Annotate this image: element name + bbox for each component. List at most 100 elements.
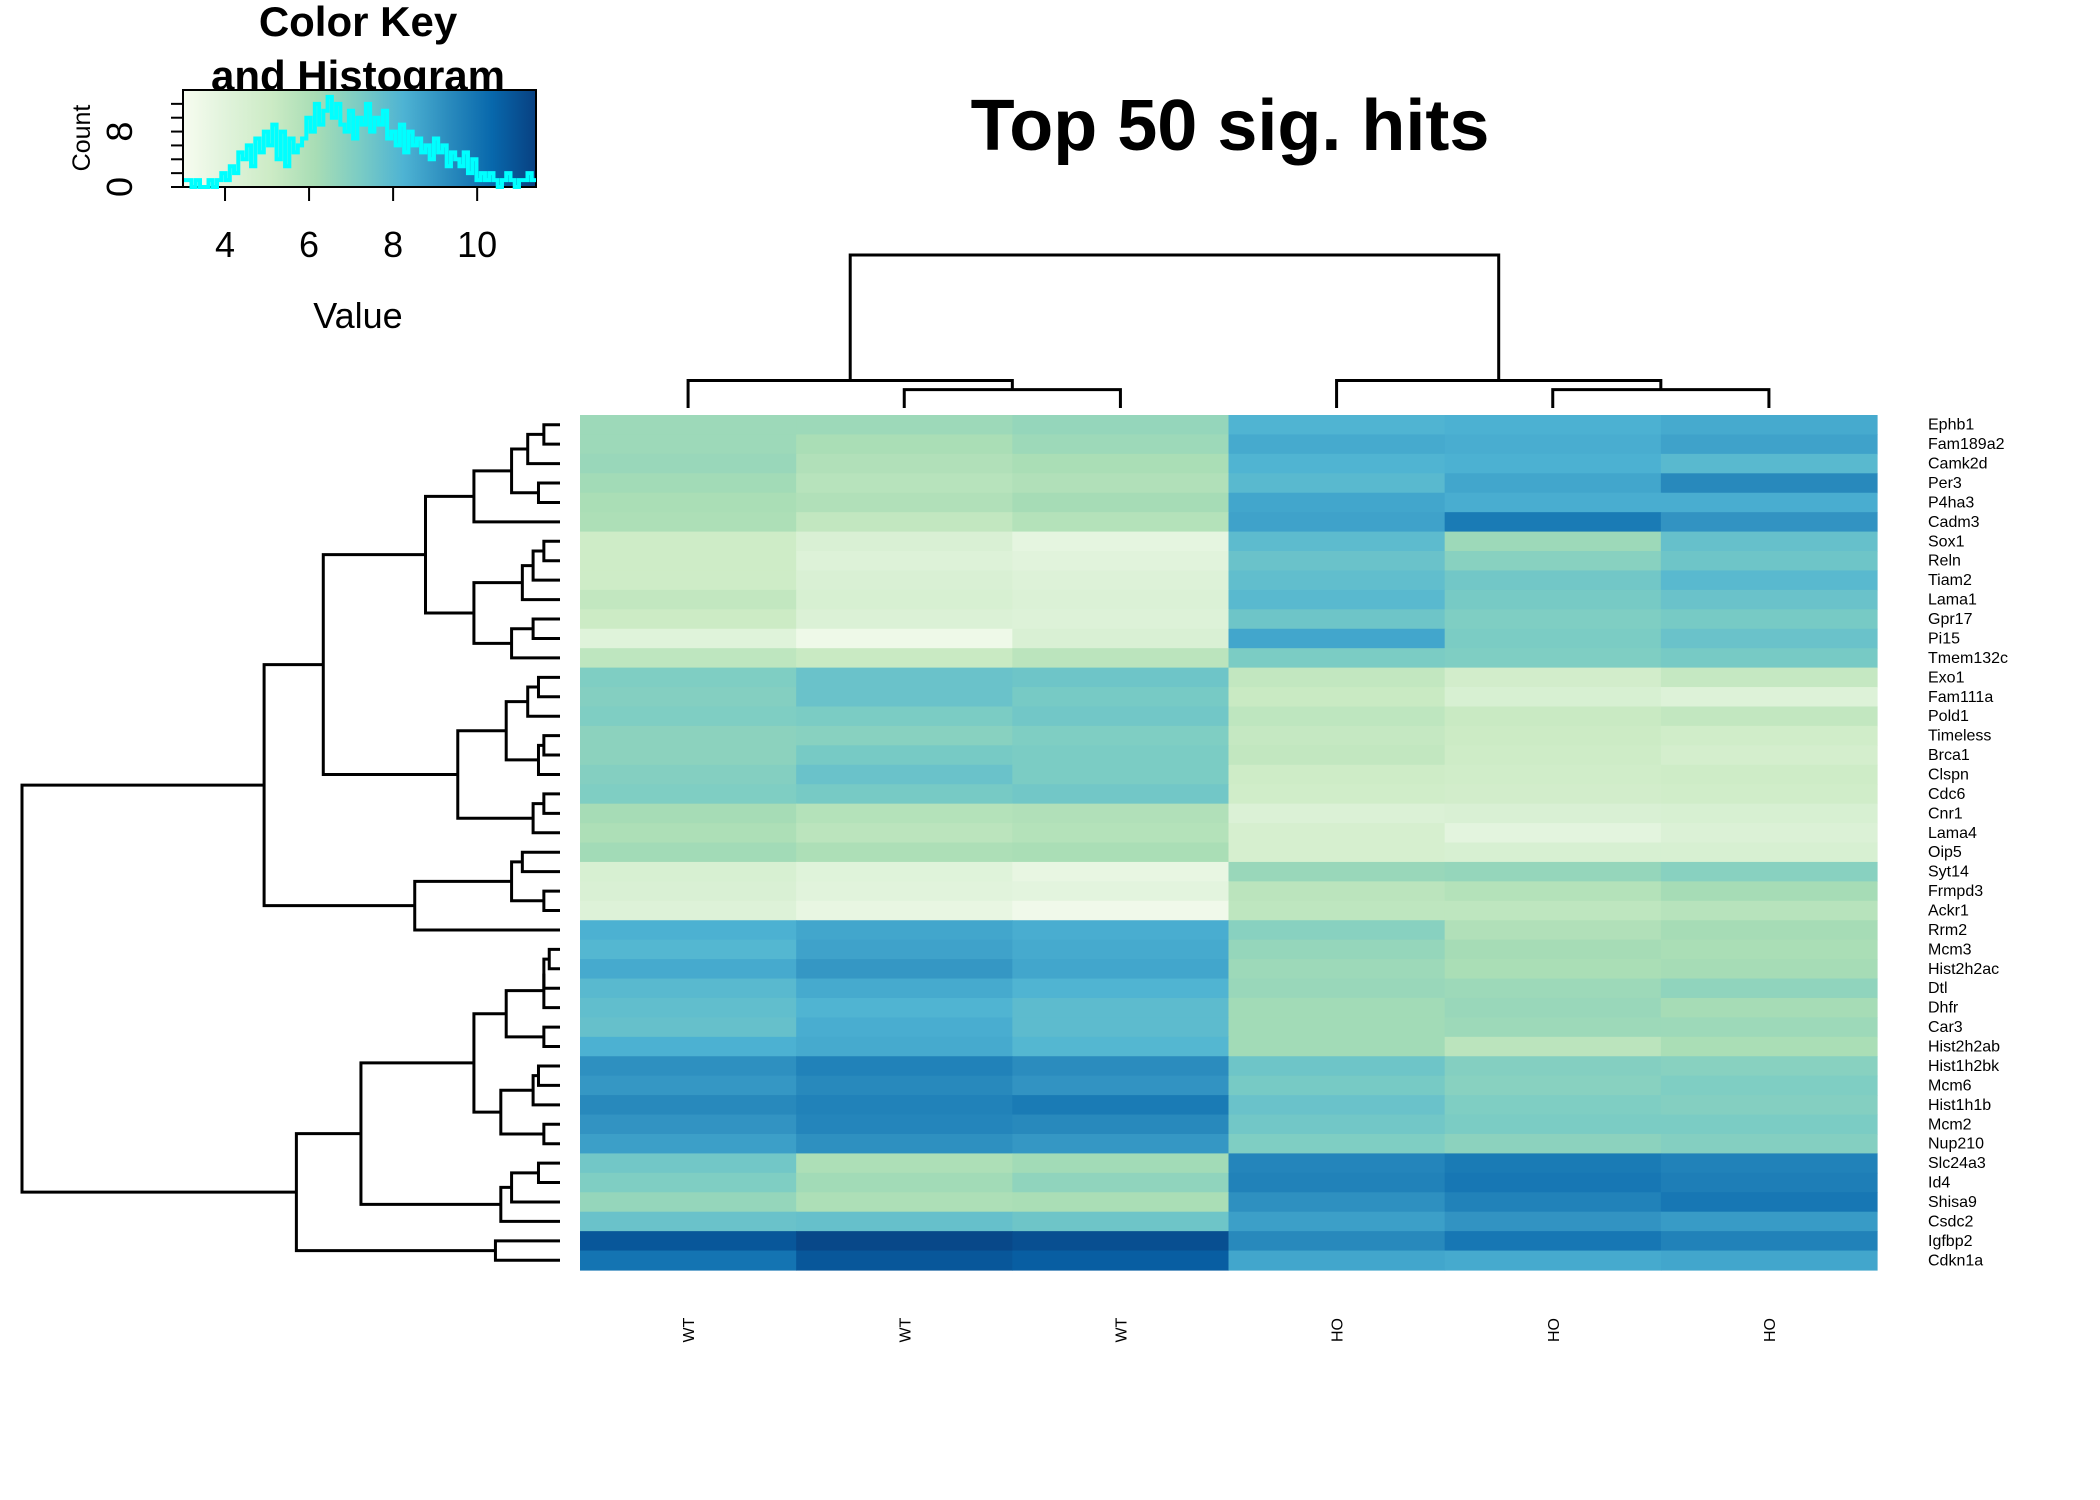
heatmap-cell [1228,551,1446,572]
heatmap-cell [1660,978,1878,999]
heatmap-cell [796,1095,1013,1116]
heatmap-cell [1012,687,1230,708]
heatmap-cell [1660,531,1878,552]
column-label: WT [681,1317,698,1342]
heatmap-cell [1012,512,1230,533]
row-label: Frmpd3 [1928,883,1983,900]
heatmap-cell [796,861,1013,882]
heatmap-cell [580,842,797,863]
heatmap-cell [1660,1231,1878,1252]
row-label: Lama4 [1928,825,1977,842]
heatmap-cell [1444,531,1662,552]
column-label: HO [1762,1318,1779,1342]
heatmap-cell [1012,1153,1230,1174]
heatmap-cell [796,628,1013,649]
row-label: Csdc2 [1928,1213,1973,1230]
heatmap-cell [1012,1095,1230,1116]
heatmap-cell [580,648,797,669]
heatmap-cell [1660,648,1878,669]
heatmap-cell [1012,842,1230,863]
column-label: HO [1546,1318,1563,1342]
heatmap-cell [1012,492,1230,513]
heatmap-cell [580,803,797,824]
heatmap-cell [796,570,1013,591]
heatmap-cell [1444,784,1662,805]
heatmap-cell [796,1153,1013,1174]
row-label: Dhfr [1928,1000,1959,1017]
row-label: Cdkn1a [1928,1252,1983,1269]
heatmap-cells [580,415,1878,1271]
color-key-y-tick-label: 8 [99,122,140,142]
heatmap-cell [1444,1095,1662,1116]
heatmap-cell [1012,453,1230,474]
heatmap-cell [1660,453,1878,474]
heatmap-cell [1228,959,1446,980]
heatmap-cell [1012,900,1230,921]
heatmap-cell [1228,415,1446,436]
heatmap-cell [796,473,1013,494]
heatmap-cell [796,1017,1013,1038]
row-label: P4ha3 [1928,494,1974,511]
heatmap-cell [796,1075,1013,1096]
heatmap-cell [1444,706,1662,727]
heatmap-cell [1660,725,1878,746]
heatmap-cell [1660,745,1878,766]
heatmap-cell [1660,900,1878,921]
row-label: Per3 [1928,475,1962,492]
heatmap-cell [1228,1231,1446,1252]
heatmap-cell [1228,1056,1446,1077]
heatmap-cell [1228,667,1446,688]
heatmap-cell [1660,1095,1878,1116]
heatmap-cell [796,939,1013,960]
heatmap-cell [1012,1250,1230,1271]
heatmap-cell [1012,745,1230,766]
heatmap-cell [580,531,797,552]
heatmap-cell [1444,881,1662,902]
heatmap-cell [580,823,797,844]
column-labels: WT WT WT HO HO HO [681,1317,1779,1342]
heatmap-cell [796,589,1013,610]
heatmap-cell [796,667,1013,688]
heatmap-cell [1228,1211,1446,1232]
row-label: Shisa9 [1928,1194,1977,1211]
color-key-x-tick-label: 10 [457,224,497,265]
heatmap-cell [1444,415,1662,436]
heatmap-cell [1444,764,1662,785]
heatmap-cell [1660,706,1878,727]
row-label: Ackr1 [1928,903,1969,920]
heatmap-cell [1228,745,1446,766]
heatmap-cell [580,512,797,533]
row-dendrogram [20,423,560,1262]
heatmap-cell [1444,1036,1662,1057]
heatmap-cell [1012,706,1230,727]
heatmap-cell [1444,648,1662,669]
heatmap-cell [796,609,1013,630]
row-label: Car3 [1928,1019,1963,1036]
heatmap-cell [1660,842,1878,863]
heatmap-cell [796,1231,1013,1252]
heatmap-cell [1012,473,1230,494]
heatmap-cell [580,1114,797,1135]
heatmap-cell [1012,978,1230,999]
row-label: Tiam2 [1928,572,1972,589]
heatmap-cell [1228,1153,1446,1174]
row-labels: Ephb1 Fam189a2 Camk2d Per3 P4ha3 Cadm3 Sox1 Rel… [1928,417,2008,1270]
color-key-y-tick-label: 0 [99,177,140,197]
heatmap-cell [1444,609,1662,630]
heatmap-cell [1660,609,1878,630]
heatmap-cell [1228,1133,1446,1155]
heatmap-cell [1660,434,1878,455]
heatmap-cell [1012,434,1230,455]
color-key-x-tick-label: 8 [383,224,403,265]
heatmap-cell [1660,1036,1878,1057]
heatmap-cell [796,1114,1013,1135]
heatmap-cell [1660,687,1878,708]
heatmap-cell [1660,784,1878,805]
heatmap-cell [796,803,1013,824]
heatmap-cell [1228,784,1446,805]
heatmap-cell [1012,823,1230,844]
heatmap-cell [1444,1075,1662,1096]
row-label: Pi15 [1928,630,1960,647]
heatmap-cell [1012,939,1230,960]
heatmap-cell [1012,1231,1230,1252]
